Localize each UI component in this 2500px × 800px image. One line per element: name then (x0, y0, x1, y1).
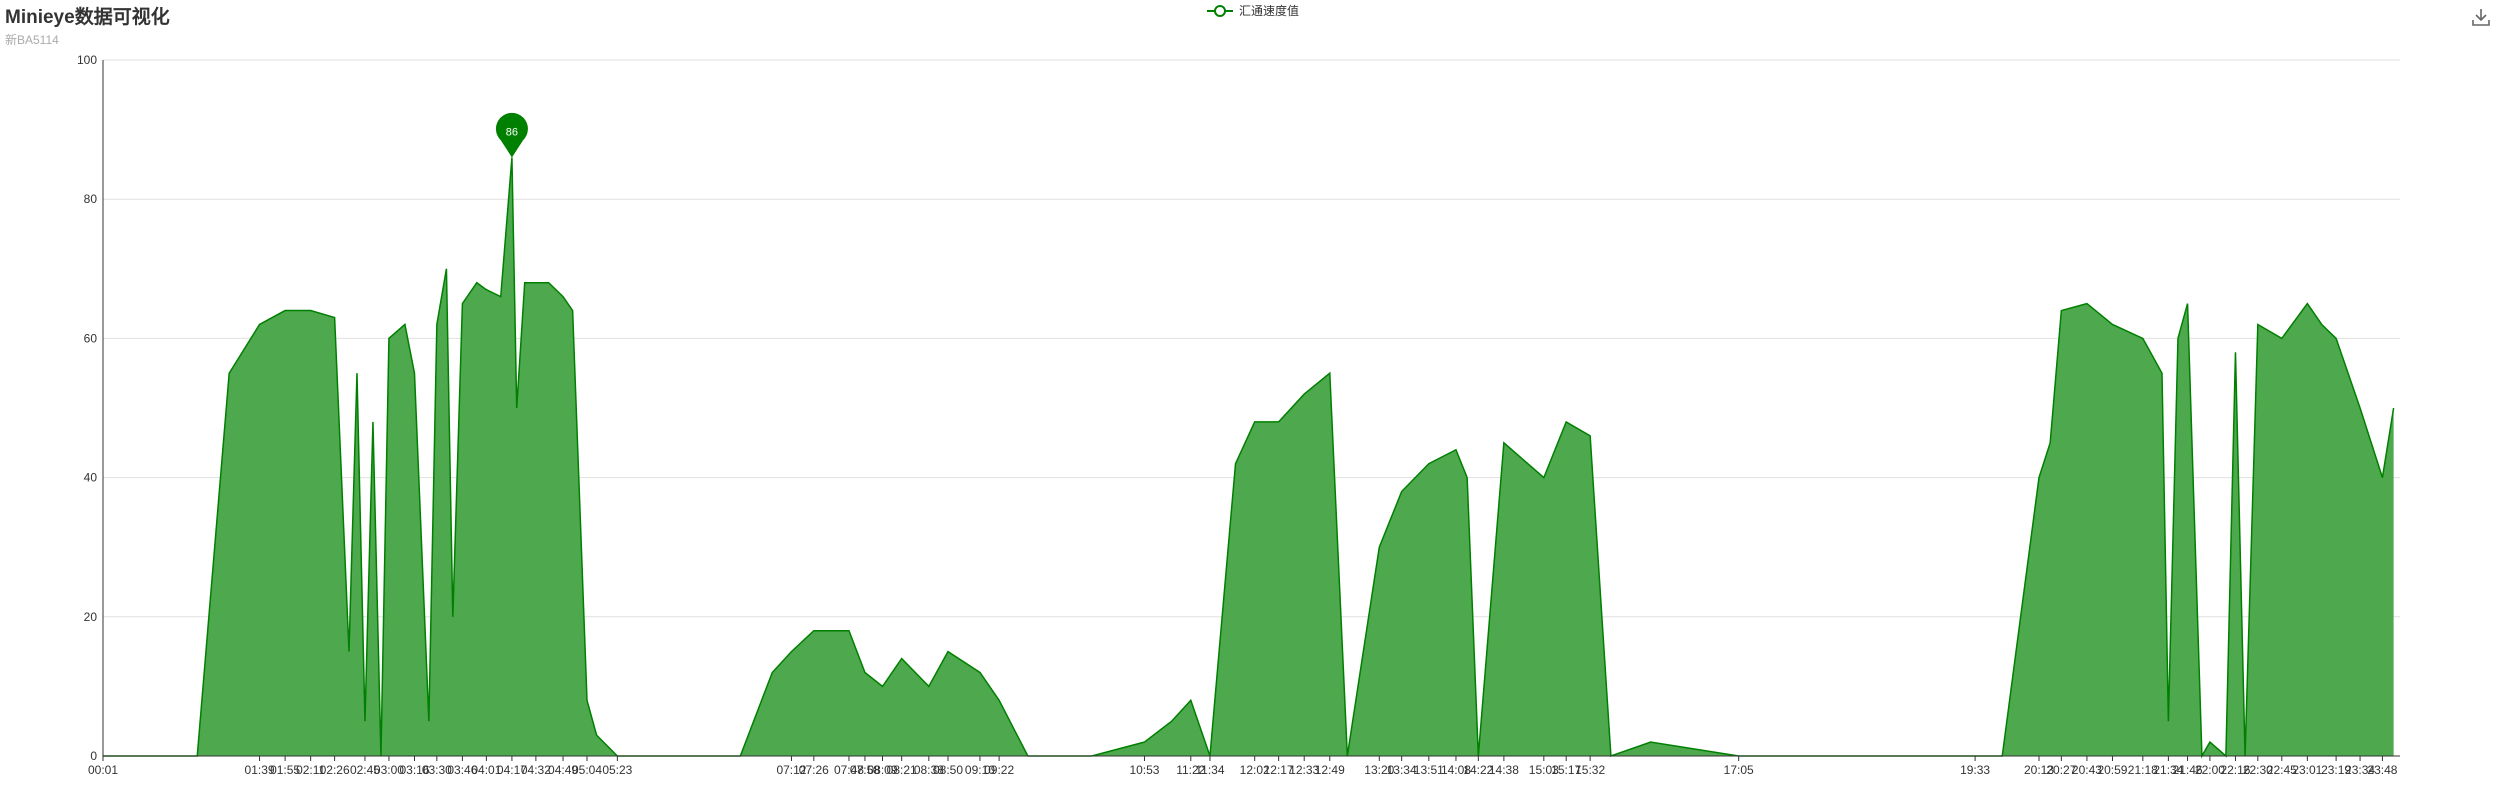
x-tick-label: 23:34 (2345, 763, 2375, 777)
x-tick-label: 23:01 (2292, 763, 2322, 777)
x-tick-label: 13:51 (1414, 763, 1444, 777)
x-tick-label: 20:13 (2024, 763, 2054, 777)
x-tick-label: 03:30 (422, 763, 452, 777)
x-tick-label: 07:48 (834, 763, 864, 777)
max-marker-label: 86 (506, 126, 518, 138)
x-tick-label: 08:50 (933, 763, 963, 777)
legend-line-circle-icon (1207, 4, 1233, 17)
x-tick-label: 04:17 (497, 763, 527, 777)
x-tick-label: 08:38 (914, 763, 944, 777)
x-tick-label: 10:53 (1129, 763, 1159, 777)
x-tick-label: 22:16 (2220, 763, 2250, 777)
x-tick-label: 08:21 (887, 763, 917, 777)
x-tick-label: 20:27 (2046, 763, 2076, 777)
x-tick-label: 03:46 (447, 763, 477, 777)
x-tick-label: 02:11 (296, 763, 325, 777)
legend-item-speed[interactable]: 汇通速度值 (1207, 2, 1299, 19)
x-tick-label: 23:19 (2321, 763, 2351, 777)
x-tick-label: 09:22 (984, 763, 1014, 777)
x-tick-label: 15:32 (1575, 763, 1605, 777)
x-tick-label: 07:12 (776, 763, 806, 777)
x-tick-label: 02:26 (320, 763, 350, 777)
x-tick-label: 14:38 (1489, 763, 1519, 777)
x-tick-label: 03:16 (399, 763, 429, 777)
x-tick-label: 07:26 (799, 763, 829, 777)
x-tick-label: 01:55 (270, 763, 300, 777)
y-tick-label: 60 (84, 331, 98, 345)
x-tick-label: 22:00 (2195, 763, 2225, 777)
x-tick-label: 12:02 (1240, 763, 1270, 777)
x-tick-label: 23:48 (2367, 763, 2397, 777)
x-tick-label: 03:00 (374, 763, 404, 777)
x-tick-label: 12:17 (1264, 763, 1294, 777)
max-marker-pin (495, 112, 528, 158)
x-tick-label: 13:20 (1364, 763, 1394, 777)
download-icon[interactable] (2470, 6, 2492, 28)
x-tick-label: 09:10 (965, 763, 995, 777)
y-tick-label: 40 (84, 471, 98, 485)
x-tick-label: 02:45 (350, 763, 380, 777)
x-tick-label: 12:49 (1315, 763, 1345, 777)
legend-label: 汇通速度值 (1239, 4, 1300, 18)
x-tick-label: 07:58 (850, 763, 880, 777)
x-tick-label: 04:01 (471, 763, 501, 777)
x-tick-label: 04:32 (521, 763, 551, 777)
x-tick-label: 17:05 (1724, 763, 1754, 777)
x-tick-label: 05:23 (602, 763, 632, 777)
y-tick-label: 0 (90, 749, 97, 763)
x-tick-label: 04:49 (548, 763, 578, 777)
x-tick-label: 22:45 (2267, 763, 2297, 777)
y-tick-label: 100 (77, 53, 97, 67)
x-tick-label: 00:01 (88, 763, 118, 777)
x-tick-label: 15:17 (1551, 763, 1581, 777)
x-tick-label: 11:22 (1176, 763, 1205, 777)
x-tick-label: 21:46 (2173, 763, 2203, 777)
y-tick-label: 20 (84, 610, 98, 624)
x-tick-label: 11:34 (1195, 763, 1224, 777)
x-tick-label: 20:43 (2072, 763, 2102, 777)
x-tick-label: 21:18 (2128, 763, 2158, 777)
chart-title: Minieye数据可视化 (5, 7, 170, 28)
x-tick-label: 19:33 (1960, 763, 1990, 777)
x-tick-label: 15:03 (1529, 763, 1559, 777)
x-tick-label: 13:34 (1387, 763, 1417, 777)
x-tick-label: 01:39 (245, 763, 275, 777)
x-tick-label: 14:22 (1463, 763, 1493, 777)
x-tick-label: 21:34 (2153, 763, 2183, 777)
x-tick-label: 14:08 (1441, 763, 1471, 777)
chart-subtitle: 新BA5114 (5, 33, 59, 47)
series-area (103, 157, 2394, 756)
x-tick-label: 22:30 (2243, 763, 2273, 777)
x-tick-label: 20:59 (2097, 763, 2127, 777)
x-tick-label: 08:09 (867, 763, 897, 777)
x-tick-label: 05:04 (572, 763, 602, 777)
y-tick-label: 80 (84, 192, 98, 206)
x-tick-label: 12:33 (1289, 763, 1319, 777)
